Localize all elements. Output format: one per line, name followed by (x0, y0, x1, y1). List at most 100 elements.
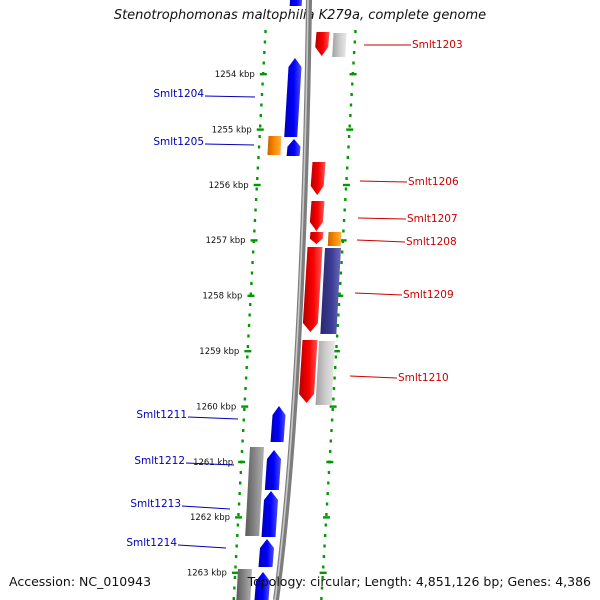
right-ruler-dot (323, 534, 327, 537)
left-ruler-dot (236, 534, 239, 537)
leader-smlt1211 (187, 416, 239, 420)
right-ruler-dot (340, 261, 343, 264)
orf-grey-smlt1203 (332, 33, 347, 57)
right-ruler-dot (325, 502, 329, 506)
right-ruler-dot (322, 565, 325, 569)
orf-purple-smlt1209 (320, 248, 341, 334)
orf-grey-smlt1210 (315, 341, 335, 405)
right-ruler-dot (332, 387, 336, 390)
right-ruler-dot (323, 544, 326, 548)
left-ruler-dot (259, 124, 262, 128)
label-smlt1206: Smlt1206 (408, 176, 459, 188)
right-ruler-dot (339, 282, 342, 285)
right-ruler-dot (325, 513, 328, 516)
gene-smlt1204 (284, 58, 302, 137)
left-ruler-dot (243, 397, 247, 401)
left-ruler-dot (253, 229, 256, 233)
left-ruler-dot (246, 345, 250, 348)
left-ruler-dot (251, 261, 254, 264)
right-ruler-dot (338, 292, 341, 296)
left-ruler-dot (263, 40, 267, 44)
label-smlt1212: Smlt1212 (134, 455, 185, 467)
left-ruler-dot (251, 250, 255, 254)
ruler-tick-right (346, 128, 354, 131)
accession-readout: Accession: NC_010943 (9, 574, 151, 589)
gene-smlt1208 (309, 232, 324, 244)
left-ruler-dot (262, 61, 265, 65)
ruler-tick-left (250, 239, 258, 242)
ruler-dot-tracks (232, 30, 357, 600)
left-ruler-dot (239, 481, 242, 485)
right-ruler-dot (344, 198, 347, 201)
right-ruler-dot (331, 408, 334, 411)
genome-stats-readout: Topology: circular; Length: 4,851,126 bp… (247, 574, 591, 589)
right-ruler-dot (320, 597, 323, 600)
right-ruler-dot (344, 187, 348, 191)
ruler-tick-label: 1258 kbp (202, 292, 242, 302)
left-ruler-dot (247, 324, 251, 327)
right-ruler-dot (327, 481, 330, 485)
ruler-tick-right (342, 183, 350, 187)
leader-smlt1205 (204, 143, 255, 146)
ruler-tick-left (259, 73, 267, 76)
ruler-tick-label: 1256 kbp (209, 181, 249, 191)
right-ruler-dot (350, 93, 353, 96)
ruler-tick-left (238, 460, 246, 464)
left-ruler-dot (260, 103, 263, 107)
leader-smlt1208 (356, 239, 406, 243)
label-leader-lines (177, 44, 411, 549)
label-smlt1204: Smlt1204 (153, 88, 204, 100)
backbone-highlight (274, 0, 309, 600)
label-smlt1211: Smlt1211 (136, 409, 187, 421)
left-ruler-dot (249, 303, 252, 306)
right-ruler-dot (351, 82, 354, 86)
left-ruler-dot (257, 145, 261, 149)
left-ruler-dot (237, 513, 240, 516)
topology-label: Topology: (247, 574, 307, 589)
ruler-tick-label: 1263 kbp (187, 569, 227, 579)
left-ruler-dot (254, 198, 258, 201)
right-ruler-dot (343, 208, 346, 212)
gene-smlt1211 (270, 406, 286, 442)
ruler-tick-label: 1260 kbp (196, 402, 236, 412)
orf-grey-left-2 (236, 569, 252, 600)
right-ruler-dot (347, 145, 350, 149)
leader-smlt1207 (357, 217, 407, 220)
right-ruler-dot (342, 219, 346, 222)
label-smlt1203: Smlt1203 (412, 39, 463, 51)
left-ruler-dot (239, 471, 243, 474)
gene-bottom (254, 572, 270, 600)
left-ruler-dot (264, 30, 267, 33)
leader-smlt1212 (185, 462, 235, 466)
left-ruler-dot (242, 418, 245, 422)
right-ruler-dot (326, 492, 329, 495)
ruler-tick-left (231, 571, 239, 574)
ruler-tick-label: 1262 kbp (190, 513, 230, 523)
right-ruler-dot (334, 355, 338, 359)
left-ruler-dot (234, 565, 237, 569)
ruler-tick-left (244, 350, 252, 353)
ruler-tick-right (339, 239, 347, 242)
leader-smlt1214 (177, 544, 227, 549)
genome-backbone (273, 0, 312, 600)
genes-value: 4,386 (555, 574, 591, 589)
right-ruler-dot (330, 418, 334, 422)
label-smlt1214: Smlt1214 (126, 537, 177, 549)
gene-smlt1214 (258, 539, 274, 567)
left-ruler-dot (249, 292, 253, 296)
right-ruler-dot (329, 439, 333, 443)
left-ruler-dot (250, 271, 254, 275)
ruler-tick-label: 1259 kbp (199, 347, 239, 357)
right-ruler-dot (335, 345, 338, 348)
left-ruler-dot (240, 450, 244, 453)
right-ruler-dot (345, 177, 348, 180)
left-ruler-dot (254, 208, 257, 212)
ruler-tick-right (332, 350, 340, 353)
label-smlt1207: Smlt1207 (407, 213, 458, 225)
right-ruler-dot (346, 156, 350, 159)
left-ruler-dot (235, 544, 238, 548)
topology-value: circular (310, 574, 357, 589)
right-ruler-dot (349, 114, 352, 117)
map-title: Stenotrophomonas maltophilia K279a, comp… (113, 8, 487, 23)
